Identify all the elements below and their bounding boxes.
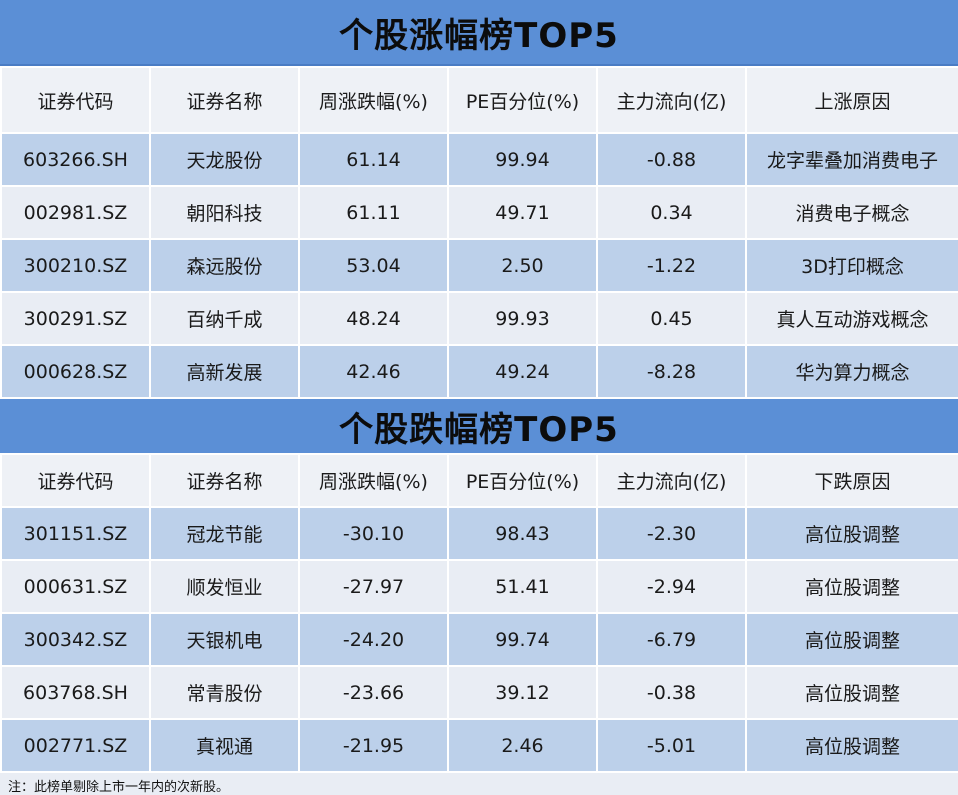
cell-pe: 49.24 — [447, 344, 598, 399]
gainers-header-row: 证券代码 证券名称 周涨跌幅(%) PE百分位(%) 主力流向(亿) 上涨原因 — [0, 66, 958, 134]
cell-name: 森远股份 — [149, 238, 300, 293]
cell-pe: 51.41 — [447, 559, 598, 614]
cell-change: 42.46 — [298, 344, 449, 399]
cell-pe: 99.94 — [447, 132, 598, 187]
table-row: 603768.SH 常青股份 -23.66 39.12 -0.38 高位股调整 — [0, 665, 958, 720]
cell-pe: 2.46 — [447, 718, 598, 773]
cell-reason: 高位股调整 — [745, 559, 958, 614]
table-row: 002981.SZ 朝阳科技 61.11 49.71 0.34 消费电子概念 — [0, 185, 958, 240]
header-code: 证券代码 — [0, 66, 151, 134]
header-flow: 主力流向(亿) — [596, 453, 747, 508]
cell-change: -27.97 — [298, 559, 449, 614]
losers-title: 个股跌幅榜TOP5 — [339, 409, 619, 450]
cell-pe: 98.43 — [447, 506, 598, 561]
footnote: 注：此榜单剔除上市一年内的次新股。 — [0, 773, 958, 795]
cell-name: 常青股份 — [149, 665, 300, 720]
table-row: 301151.SZ 冠龙节能 -30.10 98.43 -2.30 高位股调整 — [0, 506, 958, 561]
cell-reason: 高位股调整 — [745, 506, 958, 561]
cell-flow: -5.01 — [596, 718, 747, 773]
cell-code: 603266.SH — [0, 132, 151, 187]
cell-flow: -0.38 — [596, 665, 747, 720]
cell-flow: -6.79 — [596, 612, 747, 667]
cell-flow: 0.45 — [596, 291, 747, 346]
table-row: 000631.SZ 顺发恒业 -27.97 51.41 -2.94 高位股调整 — [0, 559, 958, 614]
cell-change: 48.24 — [298, 291, 449, 346]
header-change: 周涨跌幅(%) — [298, 453, 449, 508]
losers-table: 证券代码 证券名称 周涨跌幅(%) PE百分位(%) 主力流向(亿) 下跌原因 … — [0, 453, 958, 773]
cell-code: 301151.SZ — [0, 506, 151, 561]
cell-pe: 39.12 — [447, 665, 598, 720]
cell-name: 高新发展 — [149, 344, 300, 399]
header-pe: PE百分位(%) — [447, 66, 598, 134]
header-code: 证券代码 — [0, 453, 151, 508]
cell-flow: -0.88 — [596, 132, 747, 187]
cell-code: 603768.SH — [0, 665, 151, 720]
cell-flow: -2.94 — [596, 559, 747, 614]
cell-name: 百纳千成 — [149, 291, 300, 346]
cell-change: -24.20 — [298, 612, 449, 667]
gainers-banner: 个股涨幅榜TOP5 — [0, 0, 958, 66]
table-row: 300291.SZ 百纳千成 48.24 99.93 0.45 真人互动游戏概念 — [0, 291, 958, 346]
cell-pe: 99.74 — [447, 612, 598, 667]
cell-name: 天龙股份 — [149, 132, 300, 187]
cell-reason: 高位股调整 — [745, 612, 958, 667]
cell-reason: 真人互动游戏概念 — [745, 291, 958, 346]
cell-flow: -8.28 — [596, 344, 747, 399]
cell-name: 天银机电 — [149, 612, 300, 667]
cell-name: 冠龙节能 — [149, 506, 300, 561]
cell-pe: 2.50 — [447, 238, 598, 293]
cell-code: 300210.SZ — [0, 238, 151, 293]
cell-change: 53.04 — [298, 238, 449, 293]
cell-name: 顺发恒业 — [149, 559, 300, 614]
cell-reason: 华为算力概念 — [745, 344, 958, 399]
cell-change: -23.66 — [298, 665, 449, 720]
gainers-table: 证券代码 证券名称 周涨跌幅(%) PE百分位(%) 主力流向(亿) 上涨原因 … — [0, 66, 958, 399]
header-name: 证券名称 — [149, 66, 300, 134]
cell-name: 朝阳科技 — [149, 185, 300, 240]
cell-code: 002981.SZ — [0, 185, 151, 240]
cell-code: 002771.SZ — [0, 718, 151, 773]
header-flow: 主力流向(亿) — [596, 66, 747, 134]
losers-banner: 个股跌幅榜TOP5 — [0, 399, 958, 453]
table-row: 603266.SH 天龙股份 61.14 99.94 -0.88 龙字辈叠加消费… — [0, 132, 958, 187]
table-row: 002771.SZ 真视通 -21.95 2.46 -5.01 高位股调整 — [0, 718, 958, 773]
cell-code: 300291.SZ — [0, 291, 151, 346]
header-pe: PE百分位(%) — [447, 453, 598, 508]
cell-pe: 99.93 — [447, 291, 598, 346]
cell-change: 61.11 — [298, 185, 449, 240]
gainers-title: 个股涨幅榜TOP5 — [339, 15, 619, 56]
cell-change: -21.95 — [298, 718, 449, 773]
cell-reason: 高位股调整 — [745, 665, 958, 720]
cell-reason: 消费电子概念 — [745, 185, 958, 240]
cell-flow: -2.30 — [596, 506, 747, 561]
table-row: 000628.SZ 高新发展 42.46 49.24 -8.28 华为算力概念 — [0, 344, 958, 399]
header-name: 证券名称 — [149, 453, 300, 508]
cell-change: -30.10 — [298, 506, 449, 561]
cell-name: 真视通 — [149, 718, 300, 773]
losers-header-row: 证券代码 证券名称 周涨跌幅(%) PE百分位(%) 主力流向(亿) 下跌原因 — [0, 453, 958, 508]
cell-code: 300342.SZ — [0, 612, 151, 667]
cell-reason: 3D打印概念 — [745, 238, 958, 293]
header-reason: 下跌原因 — [745, 453, 958, 508]
header-reason: 上涨原因 — [745, 66, 958, 134]
cell-pe: 49.71 — [447, 185, 598, 240]
cell-flow: -1.22 — [596, 238, 747, 293]
header-change: 周涨跌幅(%) — [298, 66, 449, 134]
cell-reason: 高位股调整 — [745, 718, 958, 773]
cell-flow: 0.34 — [596, 185, 747, 240]
cell-code: 000628.SZ — [0, 344, 151, 399]
table-row: 300210.SZ 森远股份 53.04 2.50 -1.22 3D打印概念 — [0, 238, 958, 293]
cell-code: 000631.SZ — [0, 559, 151, 614]
cell-reason: 龙字辈叠加消费电子 — [745, 132, 958, 187]
table-row: 300342.SZ 天银机电 -24.20 99.74 -6.79 高位股调整 — [0, 612, 958, 667]
cell-change: 61.14 — [298, 132, 449, 187]
